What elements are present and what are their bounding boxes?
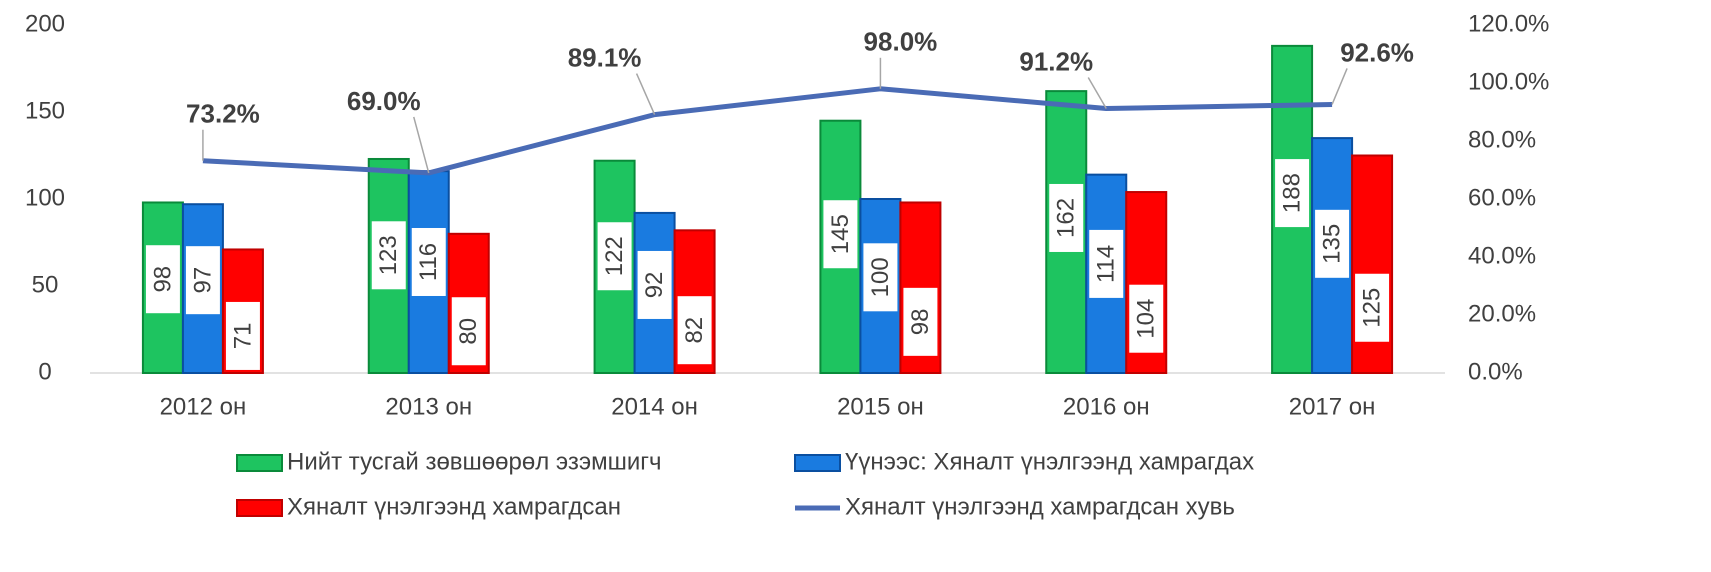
bar-value-label: 71 — [229, 323, 256, 350]
y2-tick-label: 80.0% — [1468, 126, 1536, 153]
bar-label-box — [1049, 183, 1084, 252]
leader-line — [413, 116, 430, 174]
bar-label-group: 104 — [1129, 284, 1164, 353]
x-tick-label: 2012 он — [160, 393, 247, 420]
bar-label-box — [1315, 209, 1350, 278]
y-tick-label: 100 — [25, 184, 65, 211]
x-tick-label: 2013 он — [385, 393, 472, 420]
y2-tick-label: 0.0% — [1468, 358, 1523, 385]
bar-value-label: 98 — [149, 266, 176, 293]
bar-label-group: 188 — [1275, 159, 1310, 228]
x-tick-label: 2015 он — [837, 393, 924, 420]
line-value-label: 73.2% — [186, 99, 260, 129]
bar-label-group: 92 — [637, 250, 672, 319]
y-tick-label: 200 — [25, 10, 65, 37]
y2-tick-label: 120.0% — [1468, 10, 1549, 37]
bar-label-group: 125 — [1355, 273, 1390, 342]
bar-label-group: 98 — [145, 245, 180, 314]
bar-value-label: 98 — [907, 308, 934, 335]
bar-label-group: 82 — [677, 296, 712, 365]
legend-swatch — [236, 499, 283, 517]
legend-label: Үүнээс: Хяналт үнэлгээнд хамрагдах — [845, 448, 1254, 475]
bar-value-label: 145 — [827, 214, 854, 254]
bar-label-box — [597, 222, 632, 291]
legend-label: Хяналт үнэлгээнд хамрагдсан — [287, 493, 621, 520]
bar-value-label: 80 — [455, 318, 482, 345]
y2-tick-label: 100.0% — [1468, 68, 1549, 95]
y2-tick-label: 20.0% — [1468, 300, 1536, 327]
bar-value-label: 114 — [1093, 245, 1120, 283]
legend-swatch — [794, 454, 841, 472]
legend-label: Нийт тусгай зөвшөөрөл эзэмшигч — [287, 448, 662, 475]
bar-label-box — [371, 221, 406, 290]
x-tick-label: 2016 он — [1063, 393, 1150, 420]
bar-value-label: 123 — [375, 235, 402, 275]
bar-label-box — [451, 297, 486, 366]
line-value-label: 98.0% — [864, 27, 938, 57]
bar-label-box — [823, 200, 858, 269]
bar-label-box — [1355, 273, 1390, 342]
bar-label-group: 97 — [185, 246, 220, 315]
bar-label-group: 135 — [1315, 209, 1350, 278]
bar-value-label: 92 — [641, 272, 668, 299]
line-value-label: 92.6% — [1340, 37, 1414, 67]
y2-tick-label: 40.0% — [1468, 242, 1536, 269]
bar-label-box — [1275, 159, 1310, 228]
bar-label-box — [1089, 229, 1124, 298]
bar-label-box — [411, 227, 446, 296]
line-value-label: 89.1% — [568, 42, 642, 72]
bar-value-label: 162 — [1053, 198, 1080, 238]
bar-label-box — [1129, 284, 1164, 353]
y-tick-label: 50 — [32, 271, 59, 298]
bar-label-group: 98 — [903, 287, 938, 356]
bar-label-group: 114 — [1089, 229, 1124, 298]
line — [202, 86, 1333, 176]
bar-label-box — [677, 296, 712, 365]
bar-label-group: 71 — [225, 301, 260, 370]
bar-value-label: 97 — [189, 267, 216, 294]
bar-value-label: 135 — [1318, 224, 1345, 264]
bar-label-box — [185, 246, 220, 315]
legend-label: Хяналт үнэлгээнд хамрагдсан хувь — [845, 493, 1235, 520]
bar-value-label: 125 — [1358, 288, 1385, 328]
bar-label-box — [225, 301, 260, 370]
bar-value-label: 122 — [601, 236, 628, 276]
bar-value-label: 82 — [681, 317, 708, 344]
bar-value-label: 116 — [415, 243, 442, 281]
line-value-label: 91.2% — [1019, 46, 1093, 76]
bar-label-group: 80 — [451, 297, 486, 366]
bar-label-group: 123 — [371, 221, 406, 290]
leader-line — [1331, 68, 1348, 105]
legend-swatch — [236, 454, 283, 472]
bar-value-label: 188 — [1278, 173, 1305, 213]
bar-label-box — [145, 245, 180, 314]
leader-line — [1087, 77, 1107, 109]
y-tick-label: 0 — [38, 358, 51, 385]
leader-line — [635, 73, 656, 115]
bar-label-group: 116 — [411, 227, 446, 296]
x-tick-label: 2017 он — [1289, 393, 1376, 420]
bar-value-label: 100 — [867, 257, 894, 297]
y-tick-label: 150 — [25, 97, 65, 124]
bar-label-box — [903, 287, 938, 356]
x-tick-label: 2014 он — [611, 393, 698, 420]
bar-label-group: 145 — [823, 200, 858, 269]
bar-label-box — [637, 250, 672, 319]
y2-tick-label: 60.0% — [1468, 184, 1536, 211]
line-value-label: 69.0% — [347, 86, 421, 116]
bar-label-group: 122 — [597, 222, 632, 291]
bar-label-group: 100 — [863, 243, 898, 312]
bar-value-label: 104 — [1133, 299, 1160, 339]
bar-label-group: 162 — [1049, 183, 1084, 252]
bar-label-box — [863, 243, 898, 312]
